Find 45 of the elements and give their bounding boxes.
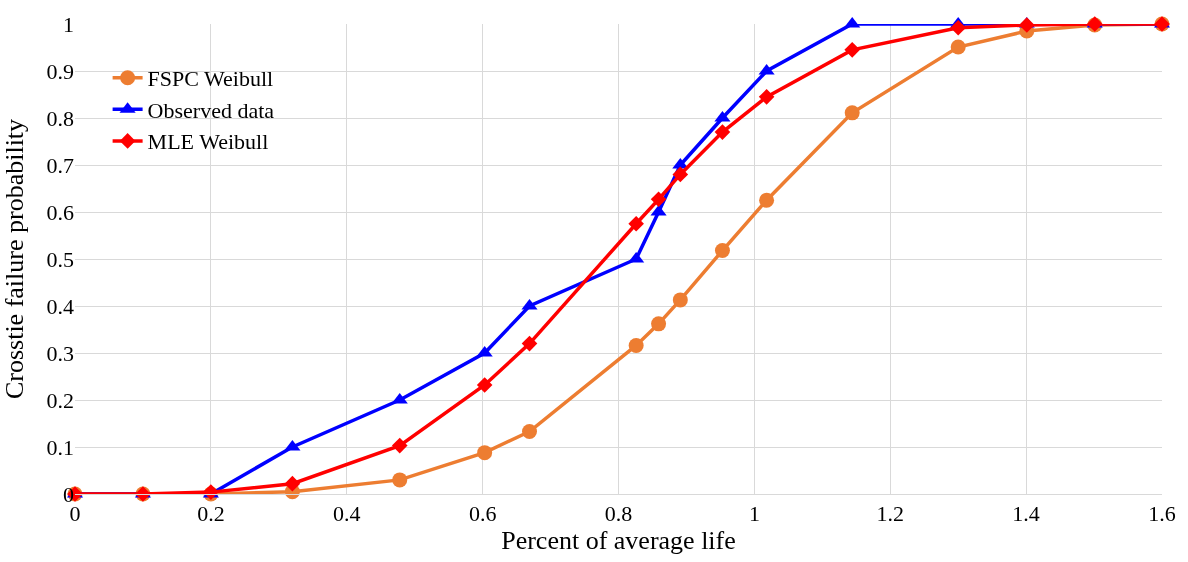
x-tick-label: 1.6 bbox=[1148, 501, 1176, 527]
point bbox=[628, 215, 644, 232]
point bbox=[950, 39, 966, 55]
point bbox=[391, 437, 408, 454]
y-tick-label: 1 bbox=[63, 11, 74, 37]
y-tick-label: 0.3 bbox=[46, 340, 74, 366]
point bbox=[672, 166, 689, 183]
point bbox=[672, 292, 688, 308]
point bbox=[628, 337, 644, 353]
x-tick-label: 0.6 bbox=[468, 501, 497, 527]
point bbox=[284, 475, 301, 492]
y-tick-label: 0.7 bbox=[46, 152, 74, 178]
point bbox=[844, 42, 861, 58]
x-axis-title: Percent of average life bbox=[501, 526, 736, 556]
point bbox=[392, 472, 408, 488]
x-tick-label: 0.4 bbox=[333, 501, 361, 527]
y-tick-label: 0.5 bbox=[46, 246, 74, 272]
y-tick-label: 0.8 bbox=[46, 105, 74, 131]
x-tick-label: 1.4 bbox=[1012, 501, 1040, 527]
legend-label: MLE Weibull bbox=[147, 129, 269, 155]
point bbox=[950, 19, 966, 36]
y-tick-label: 0.1 bbox=[46, 434, 74, 460]
x-tick-label: 0.8 bbox=[604, 501, 633, 527]
y-tick-label: 0.6 bbox=[46, 199, 74, 225]
point bbox=[758, 89, 775, 105]
point bbox=[522, 423, 537, 439]
y-tick-label: 0.2 bbox=[46, 387, 74, 413]
x-tick-label: 0.2 bbox=[197, 501, 225, 527]
legend-label: Observed data bbox=[147, 97, 275, 123]
y-tick-label: 0.9 bbox=[46, 58, 74, 84]
point bbox=[477, 445, 493, 461]
point bbox=[714, 243, 730, 259]
point bbox=[844, 105, 860, 121]
point bbox=[650, 191, 667, 208]
point bbox=[476, 377, 493, 393]
x-tick-label: 1 bbox=[748, 501, 760, 527]
point bbox=[759, 192, 775, 208]
y-tick-label: 0.4 bbox=[46, 293, 74, 319]
point bbox=[651, 316, 667, 332]
x-tick-label: 1.2 bbox=[876, 501, 904, 527]
y-axis-title: Crosstie failure probability bbox=[0, 118, 29, 400]
point bbox=[521, 335, 538, 352]
legend-label: FSPC Weibull bbox=[147, 66, 274, 92]
point bbox=[1019, 17, 1035, 33]
point bbox=[714, 124, 731, 140]
